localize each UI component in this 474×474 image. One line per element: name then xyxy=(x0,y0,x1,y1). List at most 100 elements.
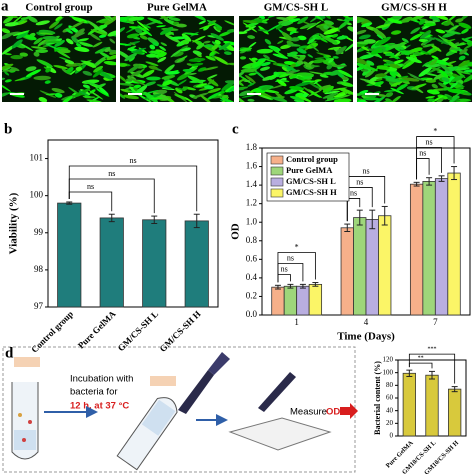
cell xyxy=(357,41,370,45)
cell xyxy=(269,96,288,102)
cell xyxy=(45,43,62,51)
cell xyxy=(409,33,423,41)
well-plate xyxy=(228,417,332,451)
cell xyxy=(27,16,38,23)
cell xyxy=(389,63,401,69)
error-bar xyxy=(381,205,388,226)
cell xyxy=(272,53,289,59)
cell xyxy=(177,87,185,91)
cell xyxy=(89,89,96,94)
micrograph xyxy=(120,16,234,102)
cell xyxy=(310,83,322,90)
cell xyxy=(374,73,387,78)
x-tick-label: Control group xyxy=(29,309,75,355)
cell xyxy=(303,86,312,94)
cell xyxy=(33,37,43,45)
cell xyxy=(30,46,47,50)
cell xyxy=(143,91,159,102)
cell xyxy=(70,70,76,75)
cell xyxy=(160,16,168,20)
cell xyxy=(19,52,29,57)
cell xyxy=(51,87,65,94)
cell xyxy=(243,79,251,82)
cell xyxy=(357,93,364,96)
cell xyxy=(264,38,272,45)
cell xyxy=(120,16,131,22)
cell xyxy=(336,35,348,40)
cell xyxy=(295,81,311,87)
cell xyxy=(206,74,218,80)
bar xyxy=(353,217,367,316)
cell xyxy=(120,93,126,99)
bar xyxy=(340,227,354,316)
cell xyxy=(198,20,206,25)
cell xyxy=(295,92,304,98)
bar xyxy=(409,183,424,316)
cell xyxy=(390,30,402,35)
cell xyxy=(16,30,29,39)
cell xyxy=(437,94,448,100)
cell xyxy=(134,85,148,96)
cell xyxy=(160,42,167,47)
y-tick-label: 0.2 xyxy=(246,291,257,301)
cell xyxy=(326,64,333,70)
cell xyxy=(106,53,116,61)
cell xyxy=(75,66,83,72)
cell xyxy=(322,85,334,93)
legend-label: GM/CS-SH L xyxy=(286,176,336,186)
cell xyxy=(3,16,19,19)
cell xyxy=(82,95,92,98)
cell xyxy=(214,56,229,65)
cell xyxy=(280,44,292,50)
cell xyxy=(168,17,181,21)
cell xyxy=(136,68,145,76)
cell xyxy=(120,27,126,34)
cell xyxy=(176,55,188,63)
cell xyxy=(195,83,208,88)
cell xyxy=(324,90,341,95)
cell xyxy=(451,74,465,83)
cell xyxy=(431,83,438,89)
cell xyxy=(210,32,224,41)
cell xyxy=(37,39,46,47)
cell xyxy=(287,43,301,47)
cell xyxy=(430,44,442,52)
cell xyxy=(88,32,101,41)
cell xyxy=(401,50,411,56)
significance-label: ns xyxy=(87,182,94,191)
cell xyxy=(99,51,112,59)
cell xyxy=(124,53,137,62)
cell xyxy=(441,77,450,83)
cell xyxy=(328,58,334,63)
cell xyxy=(467,62,472,67)
cell xyxy=(344,17,353,22)
cell xyxy=(203,40,211,44)
y-tick-label: 0.6 xyxy=(246,253,258,263)
cell xyxy=(433,73,445,80)
significance-label: *** xyxy=(428,347,437,353)
cell xyxy=(271,46,280,53)
cell xyxy=(146,53,159,58)
cell xyxy=(126,33,140,39)
cell xyxy=(274,92,284,99)
cell xyxy=(263,54,270,60)
significance-label: ns xyxy=(426,137,433,146)
cell xyxy=(383,63,390,66)
cell xyxy=(422,43,435,48)
cell xyxy=(14,77,26,82)
y-axis-label: Viability (%) xyxy=(8,192,20,254)
cell xyxy=(64,59,75,65)
cell xyxy=(169,36,188,40)
bar xyxy=(365,219,379,316)
error-bar xyxy=(299,283,306,289)
cell xyxy=(4,22,19,27)
cell xyxy=(286,27,297,32)
cell xyxy=(385,60,395,65)
cell xyxy=(402,59,417,70)
cell xyxy=(55,49,71,59)
cell xyxy=(339,16,352,20)
significance-label: ns xyxy=(362,166,369,175)
cell xyxy=(430,59,438,66)
cell xyxy=(357,29,367,35)
